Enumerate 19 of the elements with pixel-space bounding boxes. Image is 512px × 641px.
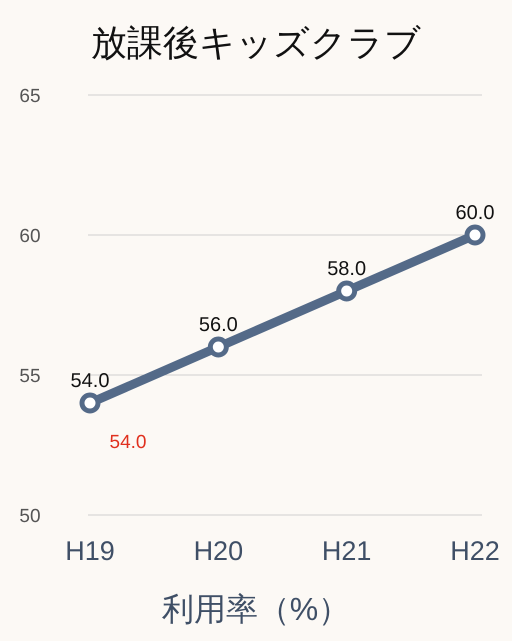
x-tick-label: H22 (450, 536, 500, 566)
x-tick-label: H20 (194, 536, 244, 566)
data-label: 56.0 (198, 314, 238, 336)
y-tick-label: 50 (19, 506, 41, 527)
data-label: 54.0 (70, 370, 110, 392)
point (464, 224, 486, 246)
data-label: 60.0 (456, 202, 494, 224)
y-tick-label: 60 (19, 226, 41, 247)
point (336, 280, 358, 302)
point (208, 336, 229, 358)
point (80, 392, 100, 414)
x-tick-label: H21 (322, 536, 372, 566)
chart-title: 放課後キッズクラブ (91, 22, 421, 63)
y-tick-label: 65 (19, 86, 41, 107)
data-label: 58.0 (327, 258, 366, 280)
x-axis-title: 利用率（%） (162, 591, 350, 627)
y-tick-label: 55 (19, 366, 41, 387)
annotation: 54.0 (110, 432, 146, 453)
x-tick-label: H19 (65, 536, 115, 566)
